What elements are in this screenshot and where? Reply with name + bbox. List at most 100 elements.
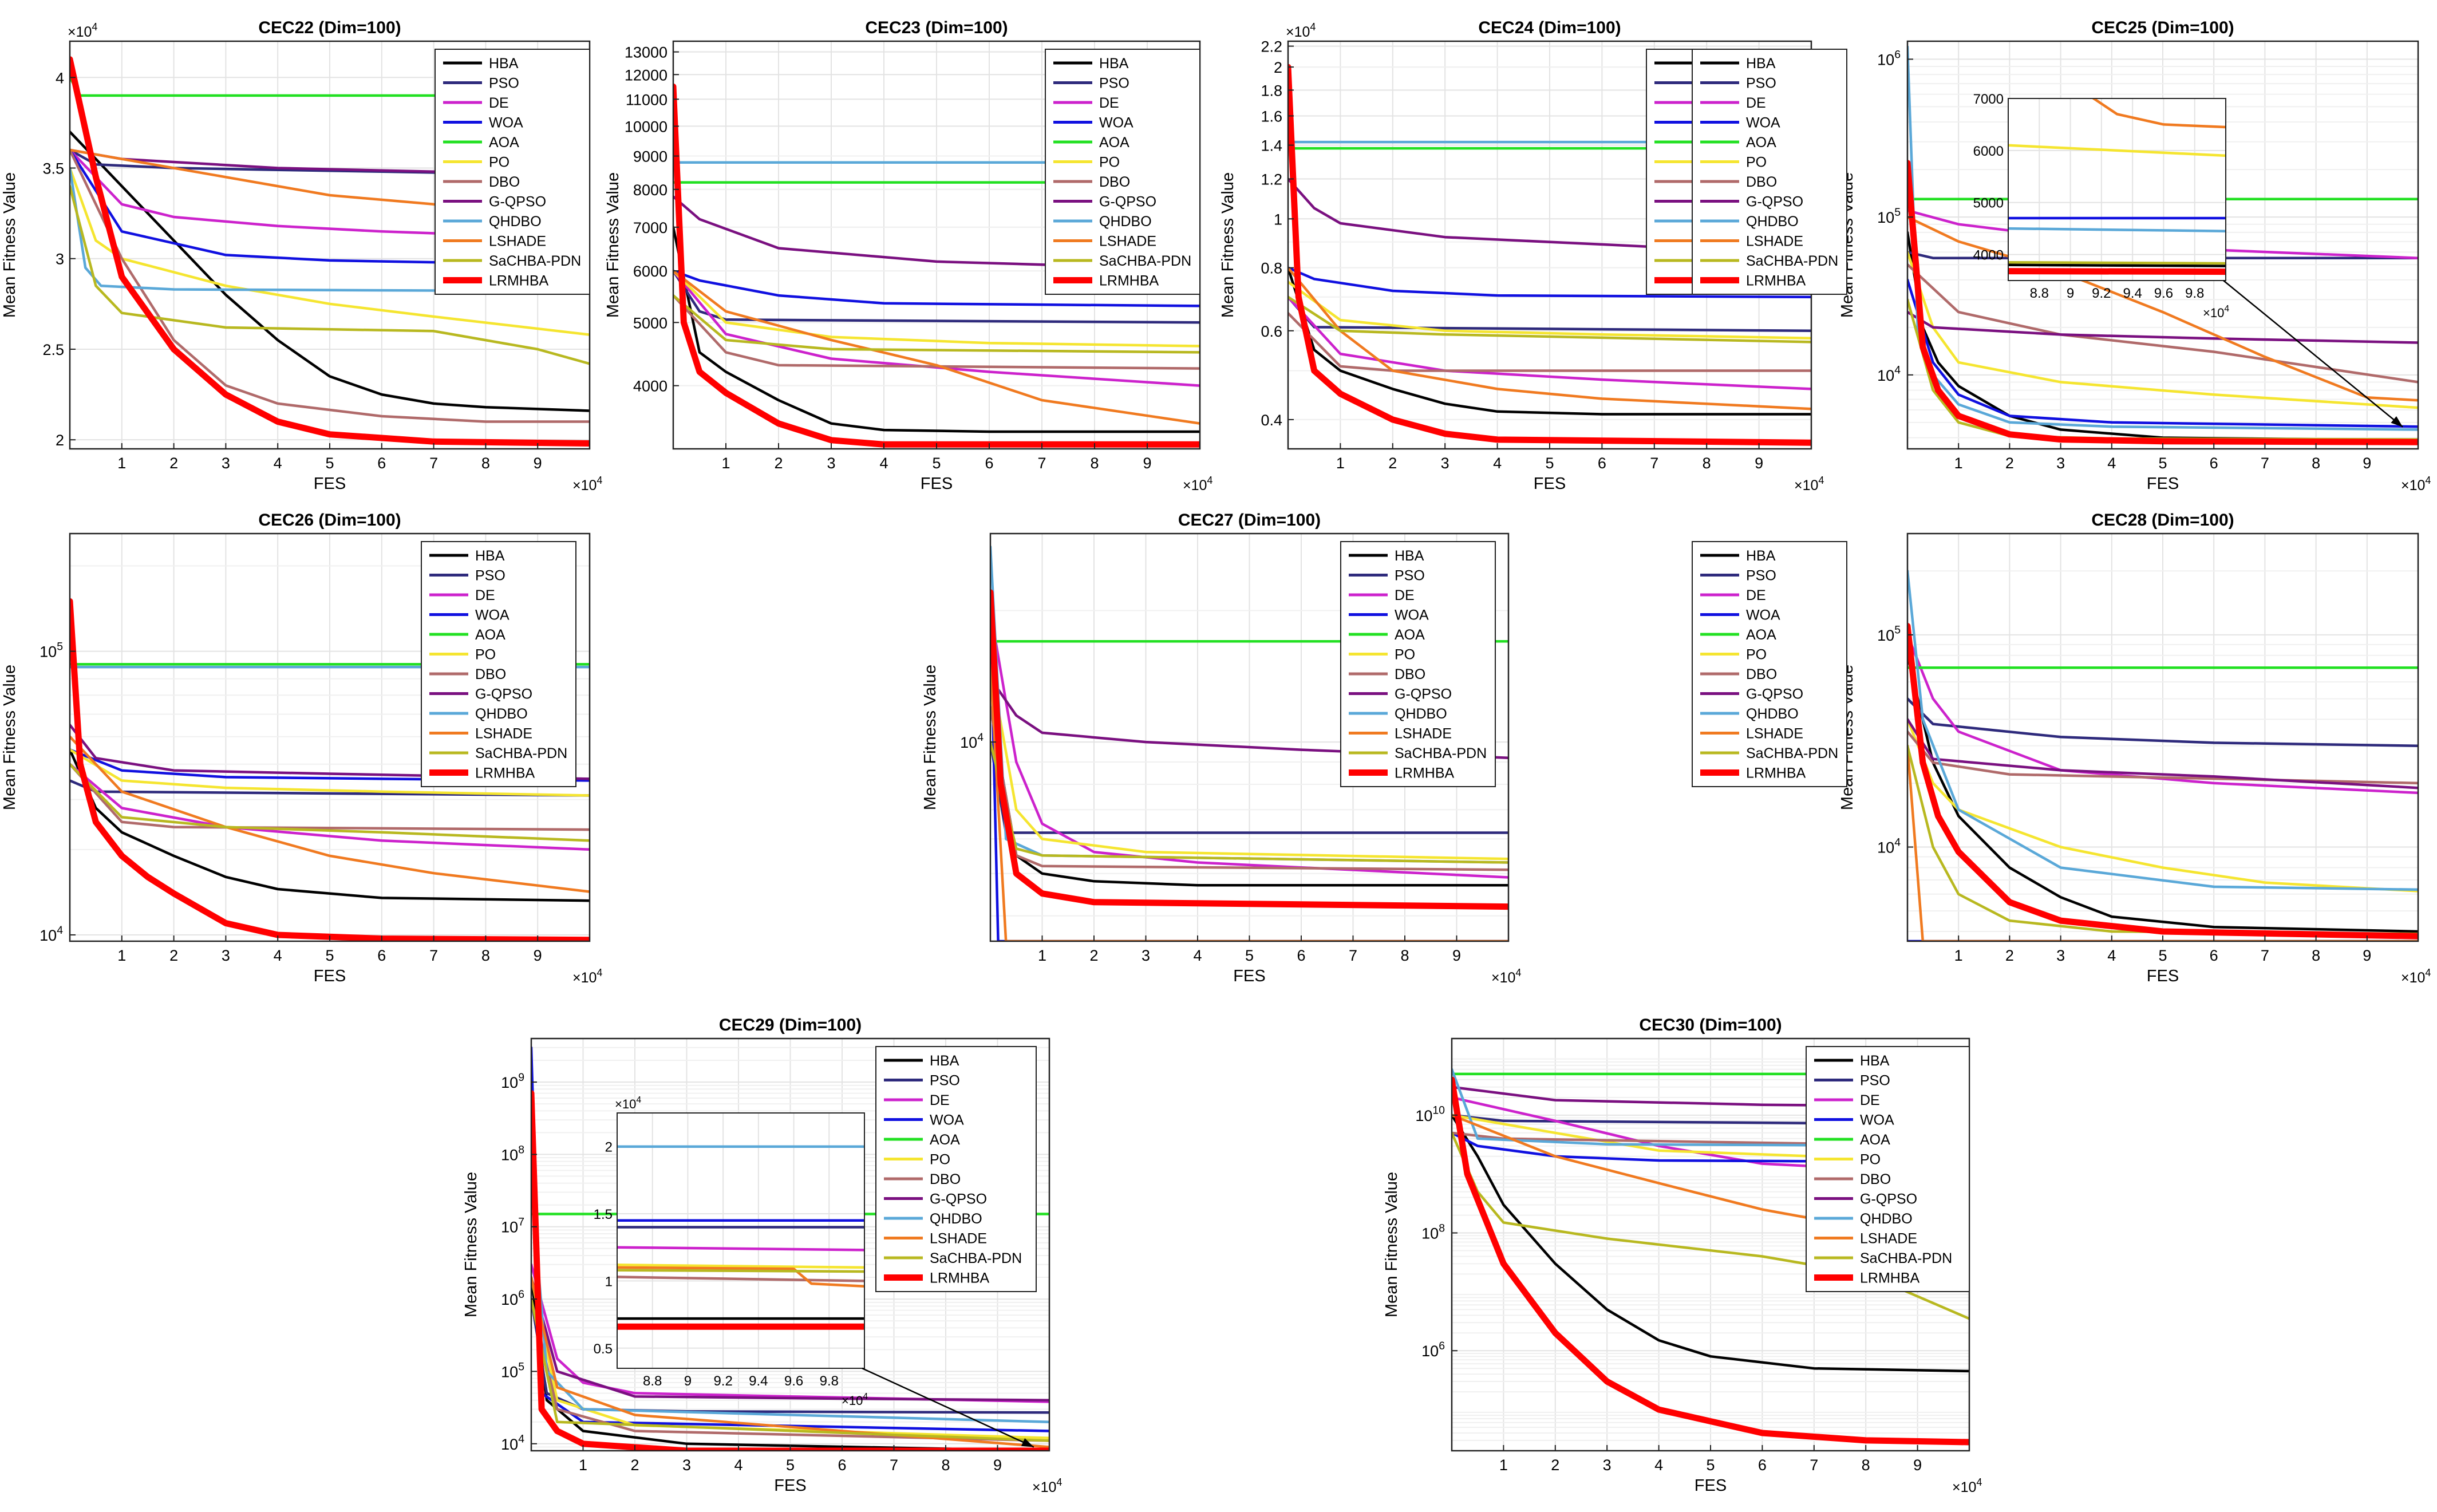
legend-label: QHDBO xyxy=(1099,214,1152,230)
x-tick-label: 4 xyxy=(274,455,282,472)
x-tick-label: 5 xyxy=(1706,1456,1715,1474)
x-tick-label: 5 xyxy=(2158,947,2167,964)
legend-label: WOA xyxy=(1746,115,1780,131)
y-tick-label: 11000 xyxy=(626,91,667,108)
legend-label: HBA xyxy=(930,1053,959,1069)
y-tick-label: 105 xyxy=(1877,206,1901,226)
inset-x-tick-label: 8.8 xyxy=(2030,286,2049,301)
chart-title: CEC28 (Dim=100) xyxy=(2091,511,2234,530)
inset-x-exponent: ×104 xyxy=(2203,304,2229,320)
chart-panel-cec29: CEC29 (Dim=100) 1 2 3 4 5 6 7 8 9 FES ×104 104 105 106… xyxy=(462,1016,1062,1495)
x-tick-label: 3 xyxy=(222,947,230,964)
x-axis-label: FES xyxy=(921,475,953,493)
x-tick-label: 2 xyxy=(2005,947,2014,964)
legend-label: DE xyxy=(1746,95,1766,111)
y-tick-label: 105 xyxy=(40,640,63,660)
legend-label: PSO xyxy=(1746,568,1776,584)
y-tick-label: 2.5 xyxy=(42,341,64,358)
chart-1-series-lshade xyxy=(673,269,1200,425)
legend-box xyxy=(1806,1046,1970,1292)
legend-box xyxy=(875,1046,1037,1292)
legend-label: LSHADE xyxy=(489,234,546,250)
legend-label: G-QPSO xyxy=(1860,1191,1917,1207)
legend-label: SaCHBA-PDN xyxy=(1746,745,1838,761)
x-tick-label: 7 xyxy=(429,455,438,472)
x-tick-label: 8 xyxy=(481,947,490,964)
chart-7-inset-series-sachba-pdn xyxy=(617,1269,864,1273)
legend-label: PO xyxy=(1860,1152,1881,1168)
chart-title: CEC25 (Dim=100) xyxy=(2091,18,2234,37)
y-tick-label: 1.4 xyxy=(1261,137,1282,155)
legend-label: AOA xyxy=(1746,135,1776,151)
chart-2-series-g-qpso xyxy=(1288,177,1811,256)
chart-5-series-de xyxy=(990,609,1508,879)
chart-0-series-hba xyxy=(70,130,590,412)
legend-label: SaCHBA-PDN xyxy=(475,745,567,761)
legend-label: SaCHBA-PDN xyxy=(930,1250,1022,1266)
legend-label: LRMHBA xyxy=(1746,273,1806,289)
y-tick-label: 3.5 xyxy=(42,160,64,177)
x-tick-label: 6 xyxy=(1598,455,1606,472)
x-tick-label: 2 xyxy=(169,455,178,472)
legend-label: DE xyxy=(1099,95,1119,111)
inset-y-tick-label: 5000 xyxy=(1973,196,2004,211)
legend-label: WOA xyxy=(1860,1112,1894,1128)
x-tick-label: 3 xyxy=(222,455,230,472)
x-tick-label: 3 xyxy=(2056,455,2065,472)
chart-6-series-hba xyxy=(1907,654,2418,933)
chart-7-inset-series-po xyxy=(617,1264,864,1269)
x-tick-label: 6 xyxy=(838,1456,846,1474)
chart-3-inset-series-sachba-pdn xyxy=(2008,260,2226,265)
y-tick-label: 0.8 xyxy=(1261,260,1282,277)
inset-y-tick-label: 0.5 xyxy=(594,1341,613,1357)
x-axis-label: FES xyxy=(1695,1477,1727,1495)
inset-y-tick-label: 6000 xyxy=(1973,144,2004,159)
chart-panel-cec27: CEC27 (Dim=100) 1 2 3 4 5 6 7 8 9 FES ×104 104 Mean F… xyxy=(921,511,1521,986)
y-axis-label: Mean Fitness Value xyxy=(1,665,19,810)
legend-label: DBO xyxy=(1860,1171,1891,1187)
x-tick-label: 2 xyxy=(630,1456,639,1474)
legend-label: AOA xyxy=(489,135,519,151)
legend-label: HBA xyxy=(475,548,505,564)
chart-panel-cec22: CEC22 (Dim=100) 1 2 3 4 5 6 7 8 9 FES ×104 2 2.5 3 3.5 4… xyxy=(1,18,602,494)
x-tick-label: 3 xyxy=(1603,1456,1611,1474)
legend-label: PO xyxy=(475,647,496,663)
x-axis-label: FES xyxy=(2147,967,2179,985)
legend-label: QHDBO xyxy=(930,1211,982,1227)
y-tick-label: 108 xyxy=(1421,1222,1445,1242)
y-tick-label: 0.6 xyxy=(1261,323,1282,340)
legend-label: LSHADE xyxy=(1746,234,1803,250)
x-axis-label: FES xyxy=(314,967,346,985)
x-tick-label: 8 xyxy=(941,1456,950,1474)
chart-3-series-qhdbo xyxy=(1907,45,2418,431)
legend-label: DBO xyxy=(1746,666,1777,682)
legend: HBA PSO DE WOA AOA PO DBO G-QPSO QHDBO LSHADE SaCH… xyxy=(1045,49,1200,295)
chart-7-inset-series-de xyxy=(617,1246,864,1252)
x-tick-label: 6 xyxy=(377,947,386,964)
y-tick-label: 6000 xyxy=(633,263,667,280)
x-tick-label: 9 xyxy=(534,455,542,472)
x-tick-label: 8 xyxy=(1400,947,1409,964)
zoom-arrow-line xyxy=(862,1367,1034,1448)
x-tick-label: 4 xyxy=(274,947,282,964)
chart-7-inset-series-dbo xyxy=(617,1276,864,1282)
legend-label: PSO xyxy=(1860,1073,1890,1089)
legend-label: HBA xyxy=(1746,56,1776,72)
chart-3-inset-series-qhdbo xyxy=(2008,227,2226,232)
x-exponent-label: ×104 xyxy=(1952,1477,1982,1495)
y-tick-label: 109 xyxy=(501,1071,524,1091)
x-tick-label: 7 xyxy=(1037,455,1046,472)
legend-label: G-QPSO xyxy=(1099,194,1156,210)
x-tick-label: 4 xyxy=(734,1456,742,1474)
chart-4-series-hba xyxy=(70,748,590,902)
x-tick-label: 1 xyxy=(721,455,730,472)
x-tick-label: 3 xyxy=(682,1456,691,1474)
y-tick-label: 2 xyxy=(56,432,64,449)
chart-3-series-po xyxy=(1907,251,2418,409)
chart-panel-cec30: CEC30 (Dim=100) 1 2 3 4 5 6 7 8 9 FES ×104 106 108 101… xyxy=(1383,1016,1982,1495)
legend-label: LSHADE xyxy=(1099,234,1156,250)
series-group xyxy=(1288,64,1811,446)
chart-panel-cec23: CEC23 (Dim=100) 1 2 3 4 5 6 7 8 9 FES ×104 4000 5000 6… xyxy=(604,18,1212,494)
x-exponent-label: ×104 xyxy=(2401,475,2431,494)
y-tick-label: 107 xyxy=(501,1216,524,1236)
